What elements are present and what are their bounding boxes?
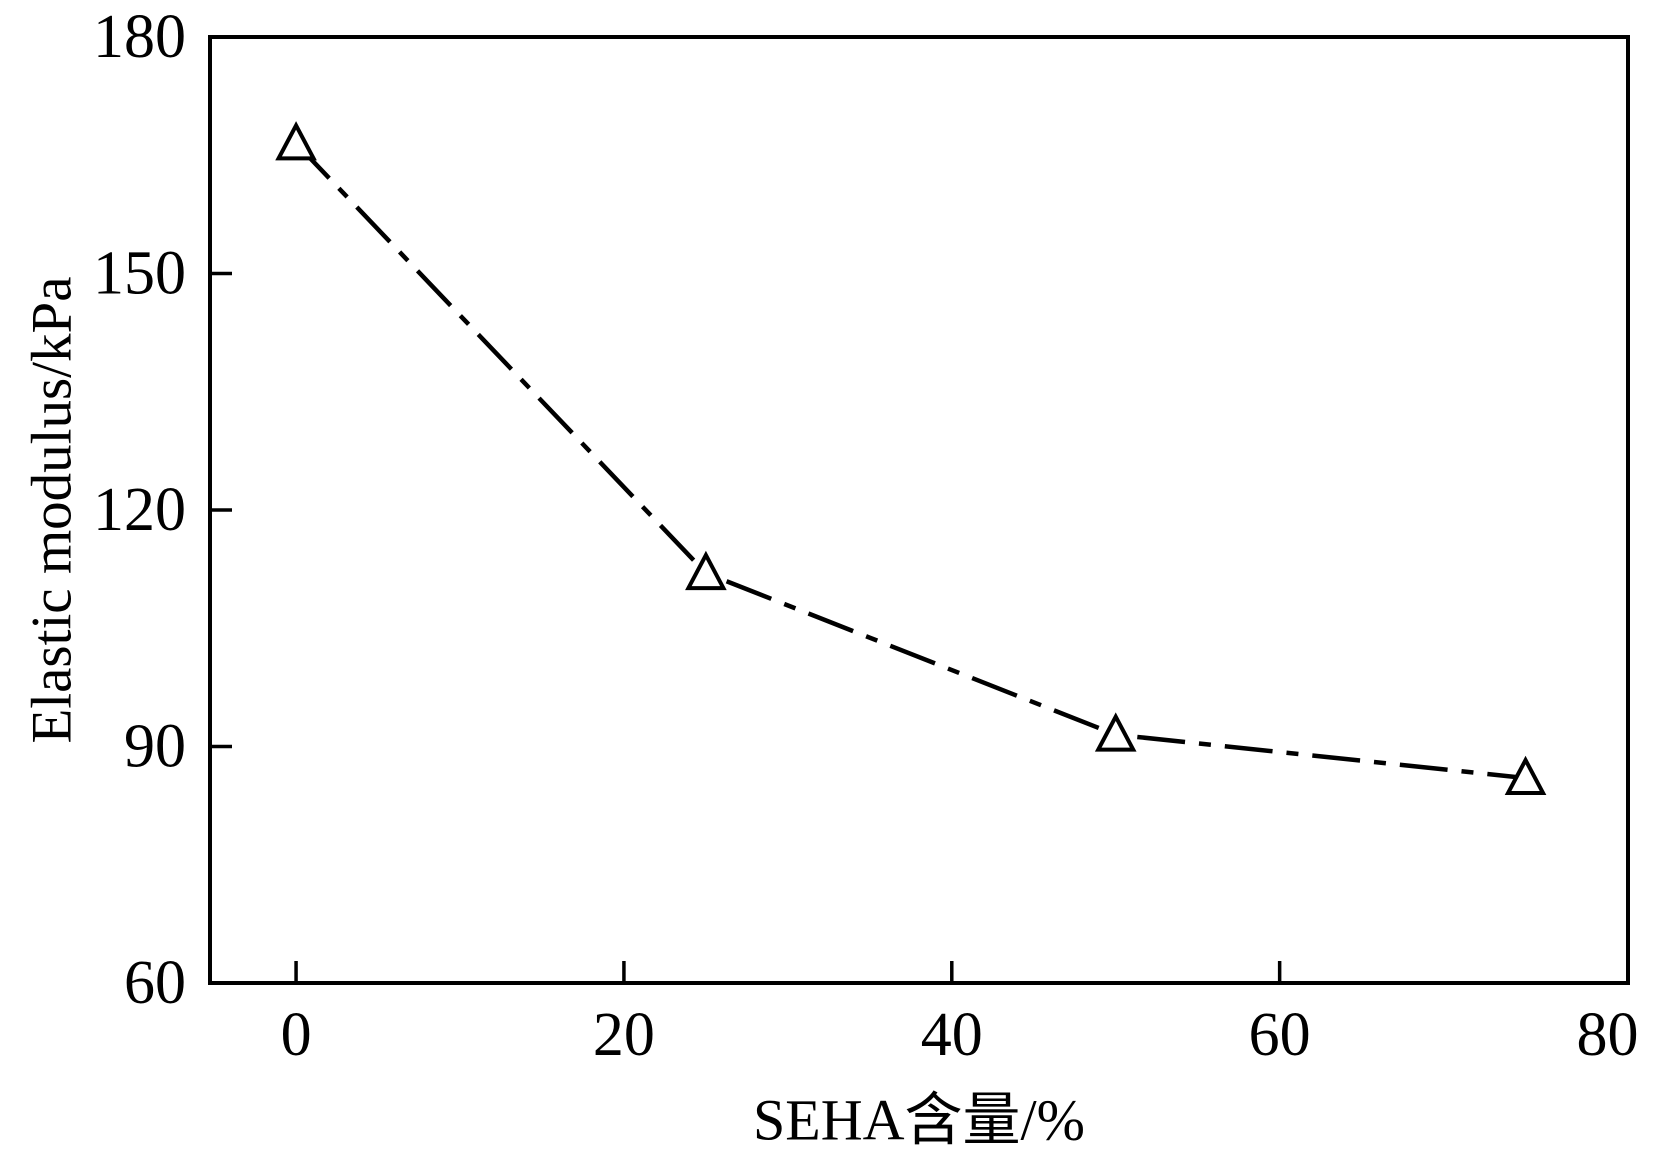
data-line — [294, 141, 1526, 781]
data-point-marker — [1504, 755, 1547, 796]
plot-frame — [208, 35, 1630, 985]
x-tick-label: 60 — [1249, 1001, 1311, 1069]
y-tick-label: 120 — [93, 476, 186, 544]
x-tick-label: 80 — [1577, 1001, 1639, 1069]
data-point-marker — [275, 121, 317, 161]
x-tick-label: 20 — [593, 1001, 655, 1069]
data-point-marker — [1094, 712, 1137, 752]
y-axis-label: Elastic modulus/kPa — [21, 276, 84, 743]
data-point-marker — [685, 550, 727, 591]
y-tick-label: 150 — [93, 240, 186, 308]
x-tick-label: 40 — [921, 1001, 983, 1069]
x-axis-label: SEHA含量/% — [753, 1088, 1085, 1153]
x-tick-label: 0 — [281, 1001, 312, 1069]
plot-layer: 0 20 40 60 80 60 90 120 150 180 — [93, 3, 1639, 1069]
y-tick-label: 60 — [124, 949, 186, 1017]
y-tick-label: 180 — [93, 3, 186, 71]
y-tick-label: 90 — [124, 713, 186, 781]
